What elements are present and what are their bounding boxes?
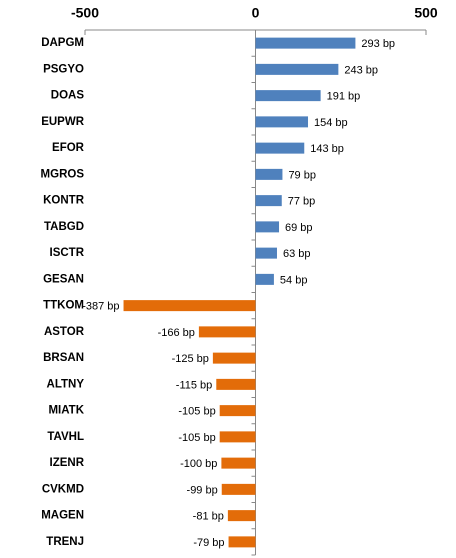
y-tick-label: KONTR: [43, 195, 85, 207]
y-tick-label: ISCTR: [50, 247, 85, 259]
value-label: 191 bp: [327, 91, 361, 103]
bar: [255, 195, 282, 207]
value-label: -115 bp: [176, 379, 213, 391]
bar: [228, 536, 256, 548]
y-tick-label: IZENR: [50, 457, 85, 469]
y-tick-label: MIATK: [48, 405, 84, 417]
value-label: 293 bp: [361, 38, 395, 50]
y-tick-label: TTKOM: [43, 300, 84, 312]
value-label: -166 bp: [158, 327, 195, 339]
bar: [255, 116, 309, 128]
y-tick-label: DAPGM: [41, 37, 84, 49]
y-tick-label: GESAN: [43, 273, 84, 285]
value-label: -125 bp: [172, 353, 209, 365]
value-label: 143 bp: [310, 143, 344, 155]
bar: [219, 405, 256, 417]
bar: [255, 142, 305, 154]
y-tick-label: PSGYO: [43, 63, 84, 75]
bar: [221, 483, 256, 495]
bar: [255, 247, 277, 259]
value-label: 63 bp: [283, 248, 311, 260]
y-tick-label: TRENJ: [46, 536, 84, 548]
bar: [255, 63, 339, 75]
y-tick-label: BRSAN: [43, 352, 84, 364]
bar: [123, 300, 256, 312]
value-label: -79 bp: [193, 537, 224, 549]
value-label: -105 bp: [178, 432, 215, 444]
value-label: -100 bp: [180, 458, 217, 470]
bar: [216, 378, 256, 390]
y-tick-label: DOAS: [51, 90, 85, 102]
value-label: 54 bp: [280, 274, 308, 286]
bar: [227, 510, 256, 522]
bar: [212, 352, 256, 364]
y-tick-label: EFOR: [52, 142, 85, 154]
y-tick-label: CVKMD: [42, 483, 84, 495]
y-tick-label: MAGEN: [41, 510, 84, 522]
y-tick-label: ASTOR: [44, 326, 85, 338]
value-label: -99 bp: [187, 484, 218, 496]
bar: [255, 90, 321, 102]
value-label: 154 bp: [314, 117, 348, 129]
bar: [219, 431, 256, 443]
bar: [198, 326, 256, 338]
bar: [255, 221, 280, 233]
value-label: 69 bp: [285, 222, 313, 234]
y-tick-label: TAVHL: [47, 431, 84, 443]
value-label: 243 bp: [344, 64, 378, 76]
y-tick-label: MGROS: [41, 168, 85, 180]
value-label: 79 bp: [288, 169, 316, 181]
value-label: -81 bp: [193, 511, 224, 523]
value-label: -105 bp: [178, 406, 215, 418]
y-tick-label: ALTNY: [47, 378, 85, 390]
x-tick-label: 0: [252, 5, 260, 21]
bar: [255, 168, 283, 180]
value-label: 77 bp: [288, 196, 316, 208]
x-tick-label: 500: [414, 5, 438, 21]
y-tick-label: EUPWR: [41, 116, 85, 128]
value-label: -387 bp: [82, 301, 119, 313]
bar: [221, 457, 256, 469]
x-tick-label: -500: [71, 5, 99, 21]
bar: [255, 273, 274, 285]
bar: [255, 37, 356, 49]
y-tick-label: TABGD: [44, 221, 84, 233]
